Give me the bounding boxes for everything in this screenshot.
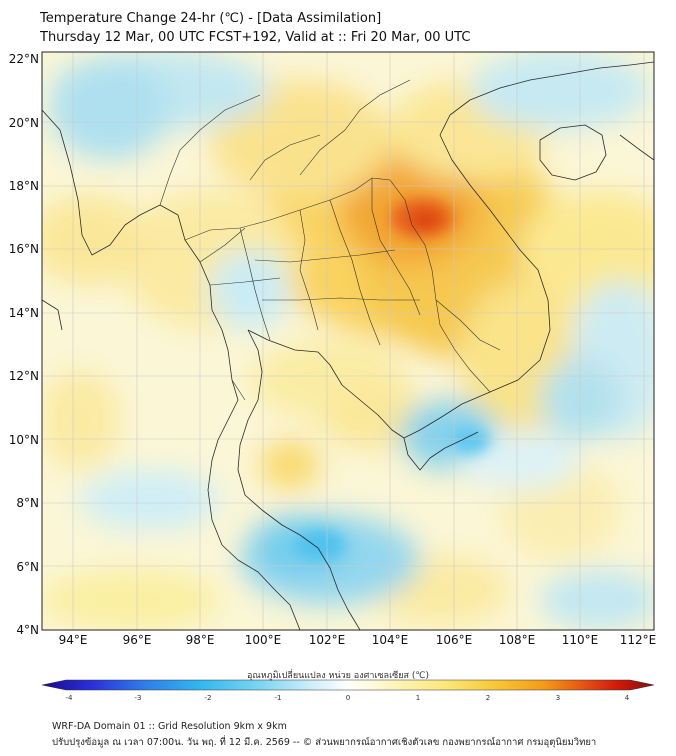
coastlines	[42, 61, 654, 630]
lat-tick-label: 18°N	[9, 179, 39, 193]
map-title: Temperature Change 24-hr (℃) - [Data Ass…	[40, 11, 382, 26]
lon-tick-label: 102°E	[309, 633, 346, 647]
latitude-labels: 4°N 6°N 8°N 10°N 12°N 14°N 16°N 18°N 20°…	[9, 52, 39, 637]
lon-tick-label: 106°E	[436, 633, 473, 647]
lon-tick-label: 98°E	[186, 633, 215, 647]
colorbar-tick: 1	[416, 694, 420, 702]
lat-tick-label: 8°N	[16, 496, 39, 510]
lon-tick-label: 104°E	[372, 633, 409, 647]
colorbar-ramp	[41, 679, 655, 691]
longitude-labels: 94°E 96°E 98°E 100°E 102°E 104°E 106°E 1…	[59, 633, 657, 647]
lon-tick-label: 108°E	[499, 633, 536, 647]
colorbar-tick: -4	[66, 694, 74, 702]
lat-tick-label: 10°N	[9, 433, 39, 447]
map-frame	[41, 51, 655, 631]
lon-tick-label: 112°E	[620, 633, 657, 647]
map-subtitle: Thursday 12 Mar, 00 UTC FCST+192, Valid …	[40, 30, 471, 45]
lon-tick-label: 110°E	[562, 633, 599, 647]
graticule	[42, 52, 654, 630]
temperature-field	[42, 52, 654, 630]
colorbar-tick: 4	[625, 694, 630, 702]
province-borders	[159, 79, 501, 401]
colorbar: -4 -3 -2 -1 0 1 2 3 4	[41, 679, 655, 702]
colorbar-tick: -1	[275, 694, 282, 702]
lat-tick-label: 22°N	[9, 52, 39, 66]
colorbar-tick: 2	[486, 694, 490, 702]
lon-tick-label: 94°E	[59, 633, 88, 647]
lat-tick-label: 6°N	[16, 560, 39, 574]
lat-tick-label: 12°N	[9, 369, 39, 383]
lon-tick-label: 96°E	[123, 633, 152, 647]
colorbar-tick: 3	[556, 694, 560, 702]
footer-credit: ปรับปรุงข้อมูล ณ เวลา 07:00น. วัน พฤ. ที…	[52, 737, 597, 748]
colorbar-title: อุณหภูมิเปลี่ยนแปลง หน่วย องศาเซลเซียส (…	[246, 671, 430, 681]
lat-tick-label: 4°N	[16, 623, 39, 637]
lon-tick-label: 100°E	[245, 633, 282, 647]
lat-tick-label: 16°N	[9, 242, 39, 256]
colorbar-tick: -3	[135, 694, 142, 702]
lat-tick-label: 14°N	[9, 306, 39, 320]
colorbar-tick: -2	[205, 694, 212, 702]
footer-model-info: WRF-DA Domain 01 :: Grid Resolution 9km …	[52, 721, 287, 732]
colorbar-tick: 0	[346, 694, 350, 702]
lat-tick-label: 20°N	[9, 116, 39, 130]
